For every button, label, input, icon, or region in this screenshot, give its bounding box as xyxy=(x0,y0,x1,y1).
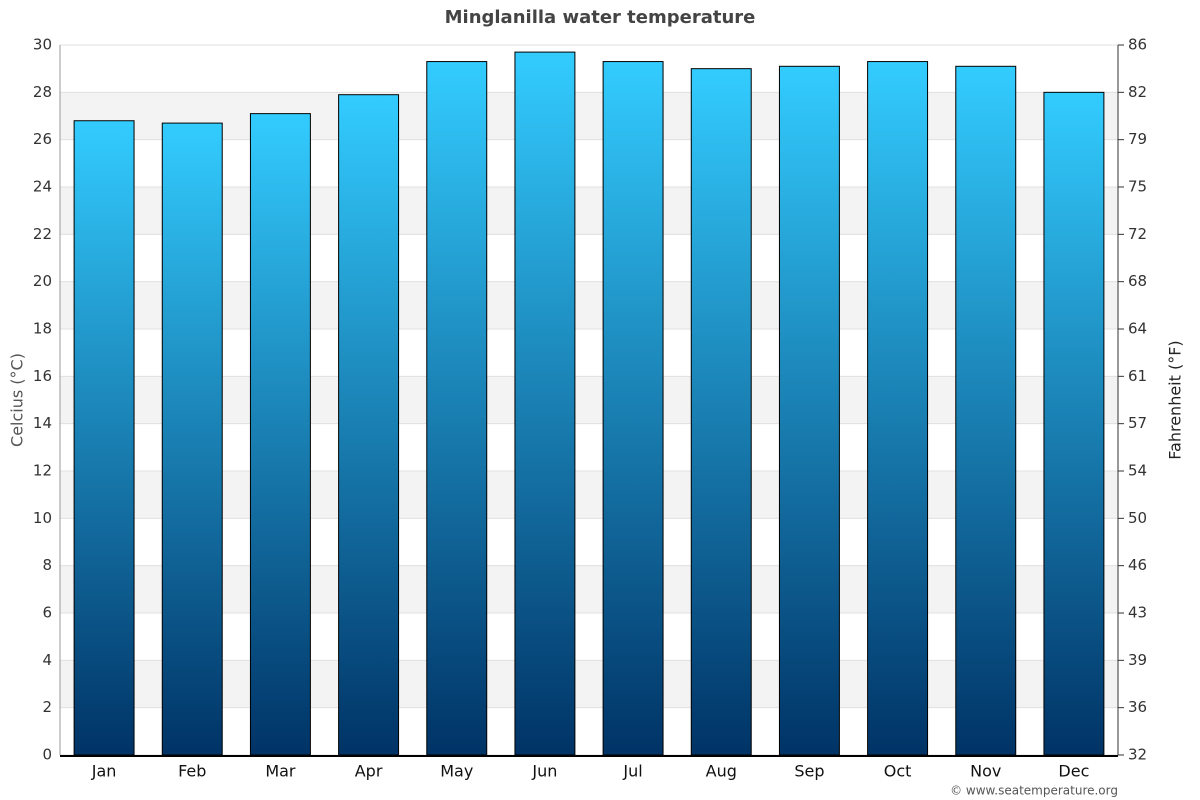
y-tick-label: 16 xyxy=(33,367,52,385)
bar xyxy=(1043,91,1105,756)
bar xyxy=(602,61,664,756)
grid-band xyxy=(60,660,1118,708)
bar xyxy=(867,61,929,756)
y2-tick-label: 39 xyxy=(1128,651,1147,669)
grid-band xyxy=(60,187,1118,235)
y2-tick-label: 36 xyxy=(1128,698,1147,716)
y2-tick-label: 86 xyxy=(1128,36,1147,54)
x-tick-label: Jan xyxy=(91,762,117,781)
x-tick-label: Sep xyxy=(794,762,824,781)
y-tick-label: 18 xyxy=(33,320,52,338)
x-tick-label: Apr xyxy=(355,762,383,781)
y-tick-label: 12 xyxy=(33,462,52,480)
grid-band xyxy=(60,565,1118,613)
y-axis-label: Celcius (°C) xyxy=(8,353,27,447)
x-tick-label: Jun xyxy=(531,762,557,781)
y2-tick-label: 61 xyxy=(1128,367,1147,385)
grid-band xyxy=(60,281,1118,329)
y2-tick-label: 32 xyxy=(1128,746,1147,764)
y-tick-label: 4 xyxy=(42,651,52,669)
y2-tick-label: 57 xyxy=(1128,414,1147,432)
x-tick-label: May xyxy=(440,762,473,781)
grid-band xyxy=(60,471,1118,519)
y2-tick-label: 50 xyxy=(1128,509,1147,527)
x-tick-label: Jul xyxy=(622,762,642,781)
bar xyxy=(514,51,576,756)
y2-tick-label: 79 xyxy=(1128,130,1147,148)
y2-tick-label: 75 xyxy=(1128,178,1147,196)
y-tick-label: 20 xyxy=(33,272,52,290)
bar xyxy=(955,65,1017,756)
y-tick-label: 26 xyxy=(33,130,52,148)
y2-tick-label: 68 xyxy=(1128,272,1147,290)
y2-tick-label: 64 xyxy=(1128,320,1147,338)
grid-band xyxy=(60,92,1118,140)
bar xyxy=(161,122,223,756)
bar xyxy=(73,120,135,756)
chart-title: Minglanilla water temperature xyxy=(445,7,756,28)
y-tick-label: 22 xyxy=(33,225,52,243)
y-tick-label: 14 xyxy=(33,414,52,432)
x-tick-label: Feb xyxy=(178,762,206,781)
bar xyxy=(426,61,488,756)
y-tick-label: 0 xyxy=(42,746,52,764)
y-tick-label: 24 xyxy=(33,178,52,196)
y2-tick-label: 54 xyxy=(1128,462,1147,480)
y-tick-label: 6 xyxy=(42,604,52,622)
bar xyxy=(249,113,311,756)
bar xyxy=(690,68,752,756)
y2-axis-label: Fahrenheit (°F) xyxy=(1166,340,1185,459)
y2-tick-label: 43 xyxy=(1128,604,1147,622)
source: © www.seatemperature.org xyxy=(950,784,1118,798)
y-tick-label: 28 xyxy=(33,83,52,101)
y-tick-label: 30 xyxy=(33,36,52,54)
y2-tick-label: 46 xyxy=(1128,556,1147,574)
bar xyxy=(338,94,400,756)
grid-band xyxy=(60,376,1118,424)
y2-tick-label: 72 xyxy=(1128,225,1147,243)
y2-tick-label: 82 xyxy=(1128,83,1147,101)
x-tick-label: Dec xyxy=(1058,762,1089,781)
x-tick-label: Oct xyxy=(884,762,912,781)
x-tick-label: Mar xyxy=(265,762,296,781)
y-tick-label: 2 xyxy=(42,698,52,716)
y-tick-label: 8 xyxy=(42,556,52,574)
x-tick-label: Nov xyxy=(970,762,1001,781)
y-tick-label: 10 xyxy=(33,509,52,527)
bar xyxy=(778,65,840,756)
x-tick-label: Aug xyxy=(706,762,737,781)
